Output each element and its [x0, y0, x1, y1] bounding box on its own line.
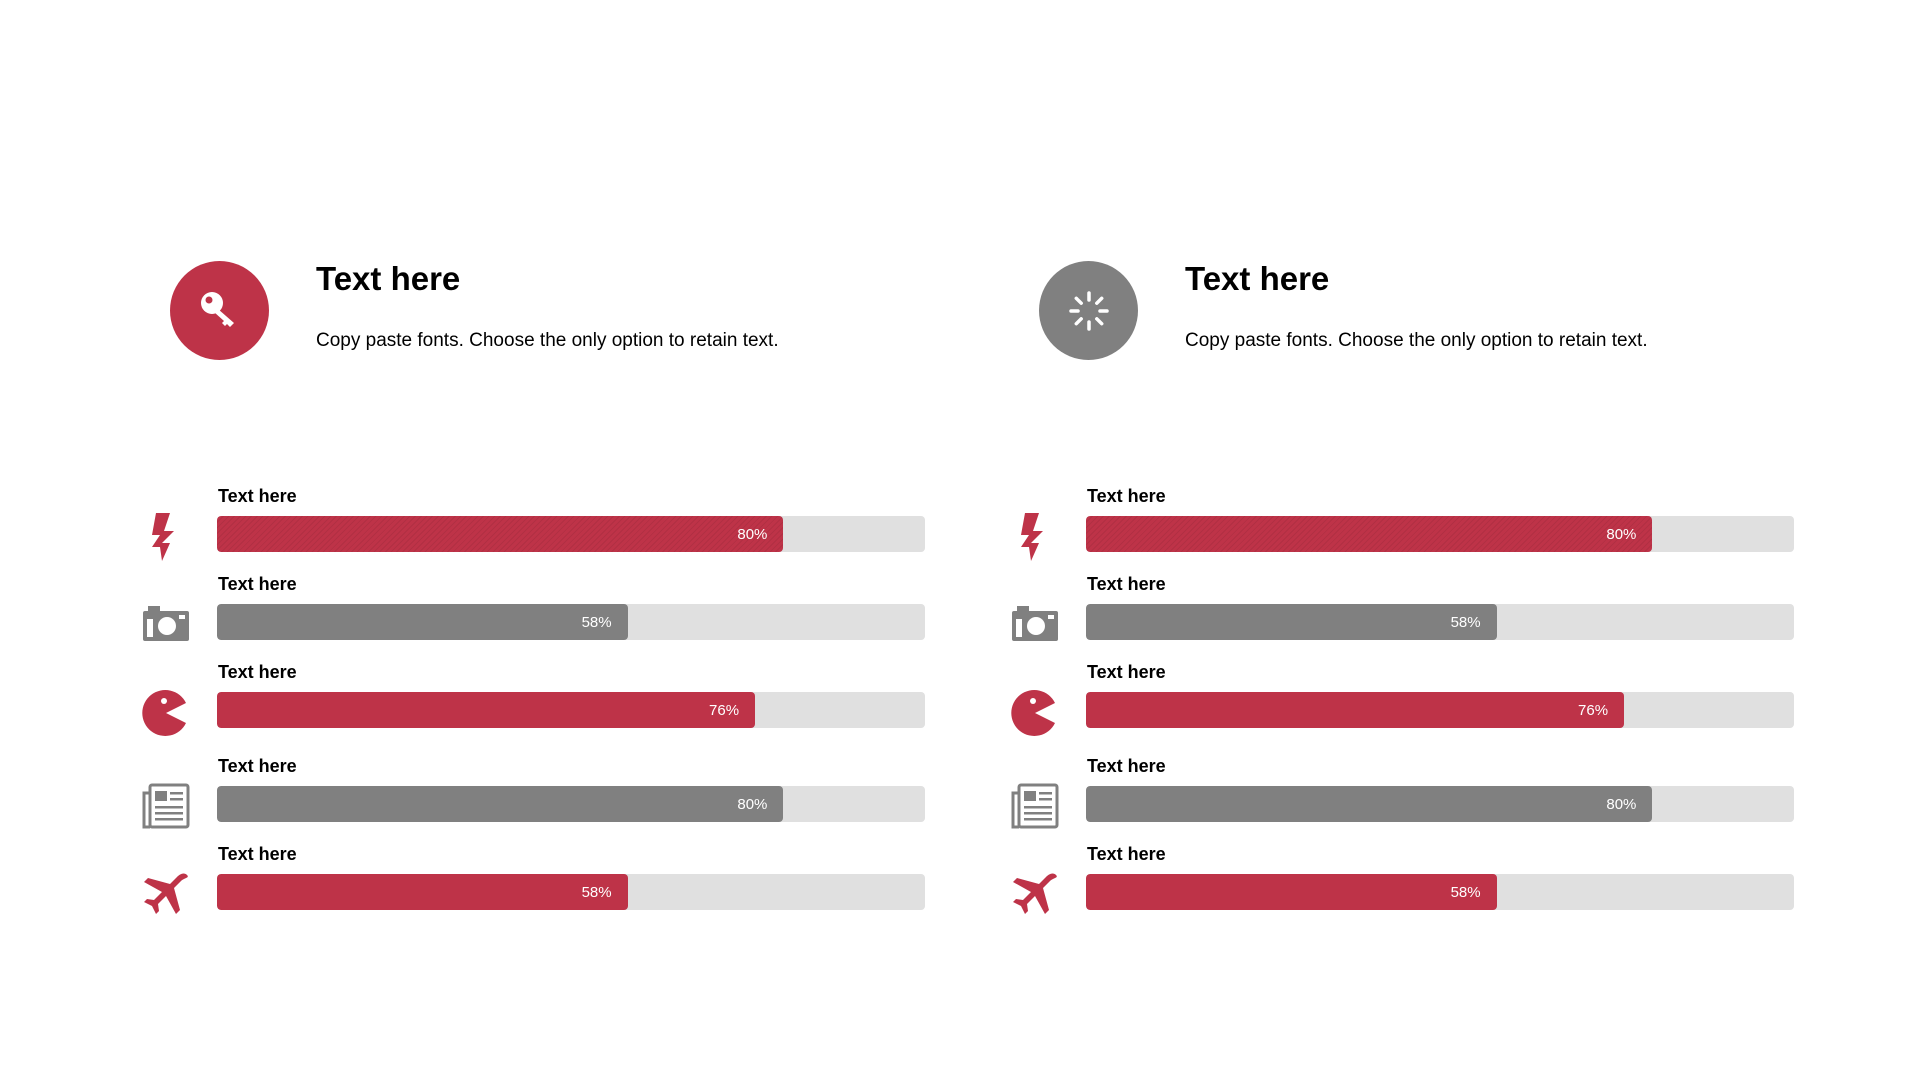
bar-track: 58%	[217, 604, 925, 640]
bar-fill: 76%	[1086, 692, 1625, 728]
bar-percent: 76%	[709, 701, 740, 719]
header-icon-circle	[1039, 261, 1138, 360]
bar-label: Text here	[1087, 662, 1166, 682]
bar-fill: 80%	[217, 786, 784, 822]
bar-track: 80%	[1086, 516, 1794, 552]
bar-percent: 58%	[581, 613, 612, 631]
bar-row: Text here 80%	[1008, 486, 1908, 561]
header-title: Text here	[316, 260, 461, 297]
bar-row: Text here 76%	[1008, 662, 1908, 736]
bar-label: Text here	[218, 574, 297, 594]
right-header: Text here Copy paste fonts. Choose the o…	[1039, 260, 1899, 361]
bar-fill: 58%	[217, 604, 628, 640]
bar-row: Text here 80%	[139, 756, 1039, 829]
bar-percent: 58%	[1450, 613, 1481, 631]
bar-label: Text here	[1087, 486, 1166, 506]
bar-fill: 58%	[1086, 604, 1497, 640]
right-column: Text here Copy paste fonts. Choose the o…	[1008, 0, 1908, 1080]
bar-track: 58%	[1086, 604, 1794, 640]
bar-track: 80%	[1086, 786, 1794, 822]
bar-row: Text here 80%	[139, 486, 1039, 561]
bar-fill: 58%	[217, 874, 628, 910]
bar-fill: 80%	[1086, 786, 1653, 822]
camera-icon	[139, 598, 193, 652]
header-icon-circle	[170, 261, 269, 360]
bar-track: 76%	[217, 692, 925, 728]
bar-percent: 58%	[1450, 883, 1481, 901]
bar-track: 80%	[217, 786, 925, 822]
bar-label: Text here	[218, 756, 297, 776]
airplane-icon	[1008, 868, 1062, 922]
bar-row: Text here 58%	[1008, 844, 1908, 916]
bar-track: 58%	[217, 874, 925, 910]
pacman-icon	[1008, 686, 1062, 740]
left-column: Text here Copy paste fonts. Choose the o…	[139, 0, 1039, 1080]
bar-row: Text here 80%	[1008, 756, 1908, 829]
camera-icon	[1008, 598, 1062, 652]
bar-fill: 58%	[1086, 874, 1497, 910]
lightning-icon	[1008, 510, 1062, 564]
bar-row: Text here 58%	[139, 574, 1039, 646]
bar-track: 80%	[217, 516, 925, 552]
newspaper-icon	[1008, 780, 1062, 834]
bar-track: 76%	[1086, 692, 1794, 728]
header-description: Copy paste fonts. Choose the only option…	[316, 330, 779, 351]
bar-percent: 58%	[581, 883, 612, 901]
lightning-icon	[139, 510, 193, 564]
header-description: Copy paste fonts. Choose the only option…	[1185, 330, 1648, 351]
airplane-icon	[139, 868, 193, 922]
bar-row: Text here 58%	[139, 844, 1039, 916]
loading-spinner-icon	[1068, 290, 1109, 331]
bar-track: 58%	[1086, 874, 1794, 910]
left-header: Text here Copy paste fonts. Choose the o…	[170, 260, 1030, 361]
bar-fill: 76%	[217, 692, 756, 728]
bar-label: Text here	[1087, 844, 1166, 864]
bar-fill: 80%	[217, 516, 784, 552]
bar-label: Text here	[218, 486, 297, 506]
bar-percent: 80%	[737, 795, 768, 813]
bar-row: Text here 76%	[139, 662, 1039, 736]
header-title: Text here	[1185, 260, 1330, 297]
key-icon	[200, 291, 234, 327]
pacman-icon	[139, 686, 193, 740]
bar-label: Text here	[218, 662, 297, 682]
bar-label: Text here	[1087, 574, 1166, 594]
bar-percent: 80%	[1606, 795, 1637, 813]
bar-label: Text here	[218, 844, 297, 864]
bar-fill: 80%	[1086, 516, 1653, 552]
newspaper-icon	[139, 780, 193, 834]
bar-percent: 76%	[1578, 701, 1609, 719]
bar-percent: 80%	[737, 525, 768, 543]
bar-label: Text here	[1087, 756, 1166, 776]
bar-percent: 80%	[1606, 525, 1637, 543]
bar-row: Text here 58%	[1008, 574, 1908, 646]
